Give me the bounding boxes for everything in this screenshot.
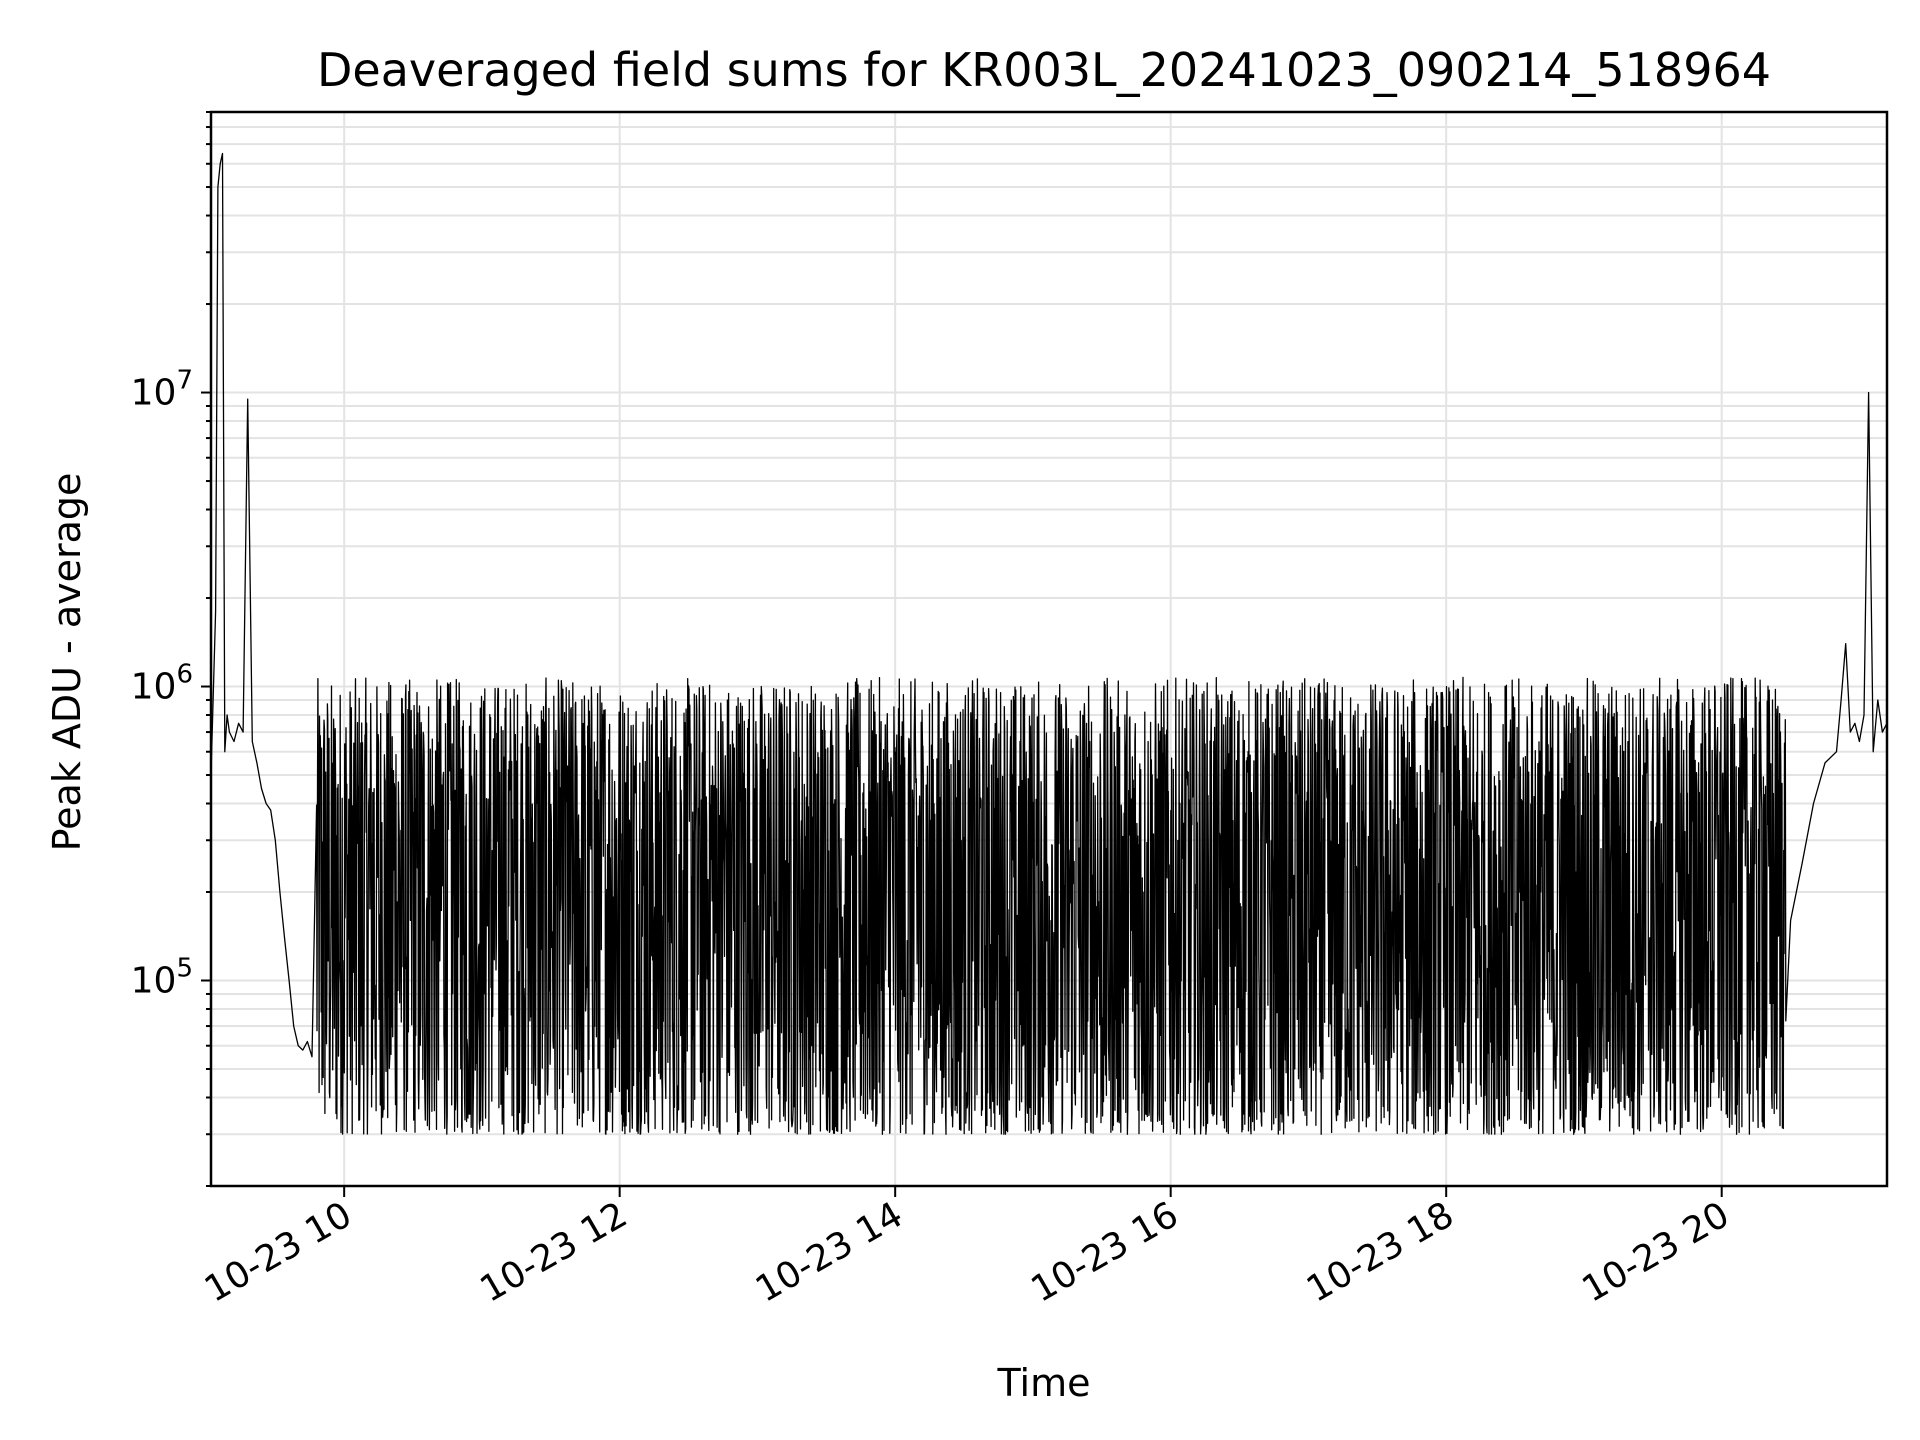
data-series	[210, 152, 1888, 1135]
chart-title: Deaveraged field sums for KR003L_2024102…	[317, 43, 1771, 97]
y-axis-label: Peak ADU - average	[45, 473, 89, 852]
x-axis-label: Time	[997, 1361, 1091, 1405]
series-line	[210, 152, 1888, 1135]
y-tick-label: 105	[131, 954, 193, 1002]
y-tick-label: 106	[131, 660, 193, 708]
y-tick-label: 107	[131, 366, 193, 414]
plot-frame	[209, 110, 1889, 1188]
